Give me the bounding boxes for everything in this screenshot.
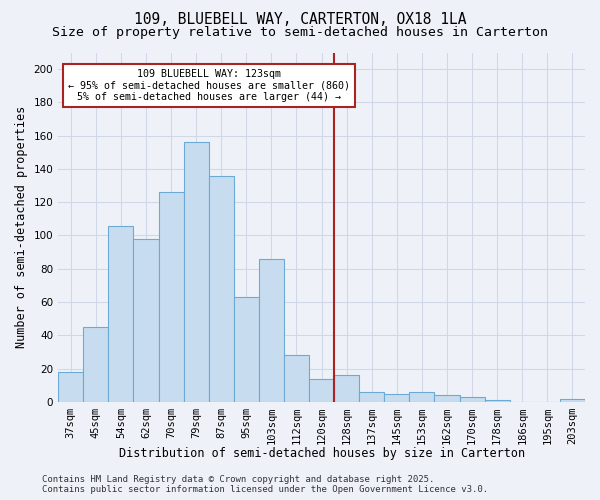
Bar	[158, 192, 184, 402]
Bar	[385, 394, 409, 402]
Bar	[409, 392, 434, 402]
Bar	[560, 398, 585, 402]
Bar	[334, 375, 359, 402]
Bar	[184, 142, 209, 402]
Bar	[485, 400, 510, 402]
Y-axis label: Number of semi-detached properties: Number of semi-detached properties	[15, 106, 28, 348]
Text: 109, BLUEBELL WAY, CARTERTON, OX18 1LA: 109, BLUEBELL WAY, CARTERTON, OX18 1LA	[134, 12, 466, 28]
Text: Size of property relative to semi-detached houses in Carterton: Size of property relative to semi-detach…	[52, 26, 548, 39]
Bar	[284, 356, 309, 402]
Bar	[309, 378, 334, 402]
Bar	[259, 259, 284, 402]
Bar	[133, 239, 158, 402]
Bar	[209, 176, 234, 402]
Bar	[434, 395, 460, 402]
Bar	[460, 397, 485, 402]
Text: Contains HM Land Registry data © Crown copyright and database right 2025.
Contai: Contains HM Land Registry data © Crown c…	[42, 474, 488, 494]
X-axis label: Distribution of semi-detached houses by size in Carterton: Distribution of semi-detached houses by …	[119, 447, 524, 460]
Text: 109 BLUEBELL WAY: 123sqm
← 95% of semi-detached houses are smaller (860)
5% of s: 109 BLUEBELL WAY: 123sqm ← 95% of semi-d…	[68, 69, 350, 102]
Bar	[58, 372, 83, 402]
Bar	[234, 297, 259, 402]
Bar	[109, 226, 133, 402]
Bar	[359, 392, 385, 402]
Bar	[83, 327, 109, 402]
